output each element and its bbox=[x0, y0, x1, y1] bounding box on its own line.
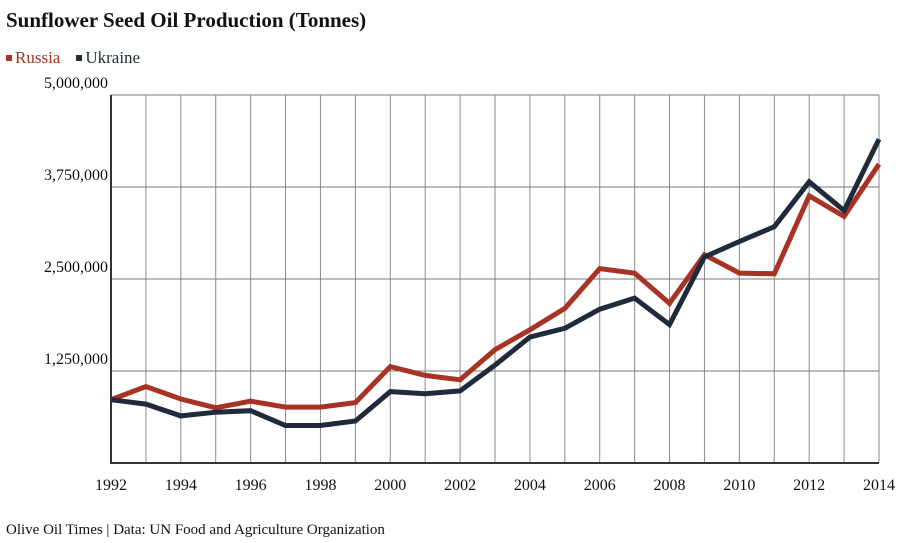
x-tick-label: 1998 bbox=[304, 477, 336, 494]
x-tick-label: 1992 bbox=[95, 477, 127, 494]
series-line-russia bbox=[110, 162, 882, 411]
x-tick-label: 2008 bbox=[654, 477, 686, 494]
x-tick-label: 2000 bbox=[374, 477, 406, 494]
series-line-ukraine bbox=[110, 138, 882, 428]
x-tick-label: 2002 bbox=[444, 477, 476, 494]
y-tick-label: 5,000,000 bbox=[44, 75, 108, 92]
y-tick-label: 2,500,000 bbox=[44, 259, 108, 276]
x-tick-label: 2014 bbox=[863, 477, 895, 494]
x-tick-label: 2006 bbox=[584, 477, 616, 494]
legend: Russia Ukraine bbox=[6, 48, 140, 68]
chart-title: Sunflower Seed Oil Production (Tonnes) bbox=[6, 8, 367, 32]
x-tick-label: 2012 bbox=[793, 477, 825, 494]
legend-swatch-ukraine bbox=[76, 55, 83, 61]
legend-label-ukraine: Ukraine bbox=[85, 48, 141, 67]
legend-item-ukraine: Ukraine bbox=[76, 48, 140, 68]
legend-label-russia: Russia bbox=[15, 48, 61, 67]
source-footer: Olive Oil Times | Data: UN Food and Agri… bbox=[6, 522, 385, 538]
grid bbox=[110, 94, 880, 463]
y-tick-label: 1,250,000 bbox=[44, 351, 108, 368]
x-tick-label: 1994 bbox=[165, 477, 197, 494]
x-tick-label: 2004 bbox=[514, 477, 546, 494]
x-tick-label: 2010 bbox=[723, 477, 755, 494]
x-tick-label: 1996 bbox=[235, 477, 267, 494]
series-lines bbox=[110, 138, 882, 428]
legend-item-russia: Russia bbox=[6, 48, 60, 68]
x-tick-labels: 1992 1994 1996 1998 2000 2002 2004 2006 2008 2010… bbox=[95, 477, 895, 494]
legend-swatch-russia bbox=[6, 55, 12, 61]
y-tick-labels: 1,250,000 2,500,000 3,750,000 5,000,000 bbox=[44, 75, 108, 368]
axes bbox=[110, 95, 879, 464]
y-tick-label: 3,750,000 bbox=[44, 167, 108, 184]
